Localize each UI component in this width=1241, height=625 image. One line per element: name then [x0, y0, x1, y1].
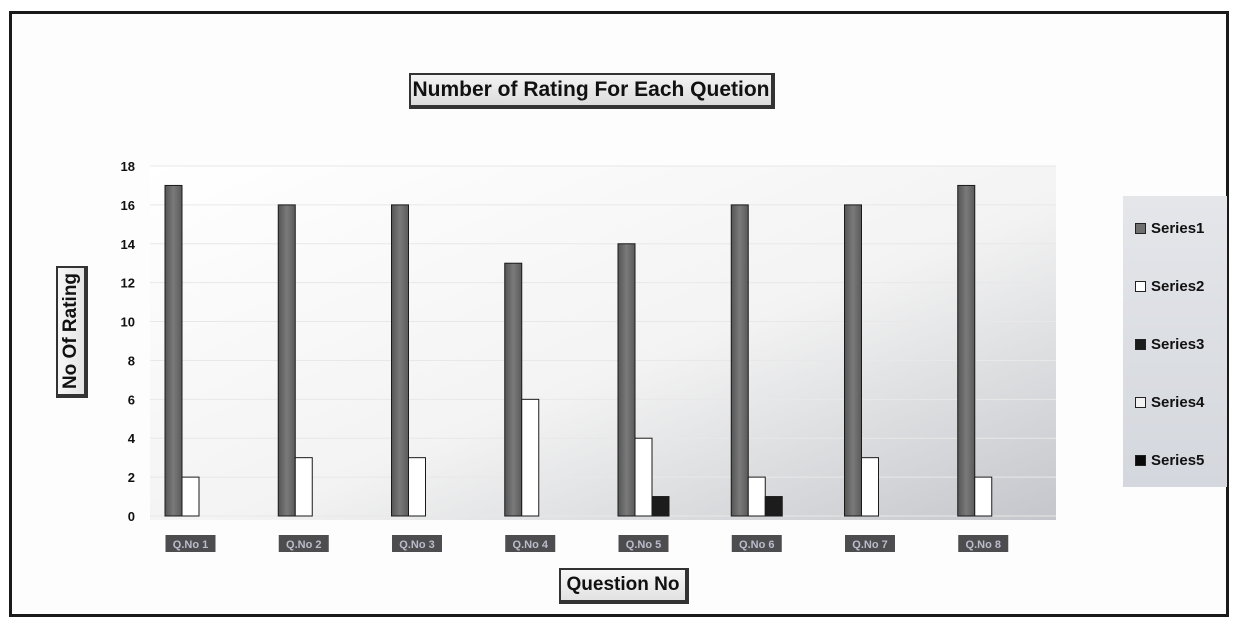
- x-axis-label: Question No: [559, 568, 689, 604]
- x-tick-label: Q.No 3: [399, 539, 434, 551]
- y-tick-label: 10: [121, 315, 135, 330]
- x-axis-ticks: Q.No 1 Q.No 2 Q.No 3 Q.No 4 Q.No 5 Q.No 6 Q.No…: [165, 535, 1009, 552]
- bar-series2-4: [521, 398, 540, 517]
- x-tick-label-bg: [731, 535, 782, 552]
- bar-series1-8: [957, 184, 976, 517]
- x-tick-label-bg: [845, 535, 895, 552]
- bar-series1-2: [277, 204, 296, 517]
- x-tick-label-group: Q.No 4: [505, 535, 556, 552]
- x-tick-label: Q.No 5: [626, 539, 661, 551]
- bar-series2-3: [408, 457, 426, 517]
- x-tick-label: Q.No 8: [966, 539, 1001, 551]
- x-tick-label: Q.No 1: [173, 539, 208, 551]
- bar-series2-2: [294, 457, 313, 517]
- bar-series1-7: [844, 204, 862, 517]
- legend-label: Series5: [1151, 451, 1205, 469]
- x-tick-label-group: Q.No 2: [278, 535, 329, 552]
- legend-item-series2: Series2: [1135, 276, 1204, 296]
- gridlines: [150, 165, 1056, 517]
- legend-swatch: [1135, 280, 1146, 292]
- bar-series1-1: [164, 184, 183, 517]
- legend-item-series3: Series3: [1135, 334, 1204, 354]
- legend-item-series4: Series4: [1135, 392, 1204, 412]
- legend: Series1 Series2 Series3 Series4 Series5: [1123, 196, 1227, 487]
- legend-swatch: [1135, 222, 1146, 234]
- x-tick-label-bg: [392, 535, 442, 552]
- y-tick-label: 12: [121, 276, 135, 291]
- legend-swatch: [1135, 454, 1146, 466]
- y-tick-label: 6: [128, 392, 135, 407]
- x-tick-label-bg: [958, 535, 1009, 552]
- legend-swatch: [1135, 338, 1146, 350]
- y-tick-label: 16: [121, 198, 135, 213]
- x-tick-label-bg: [618, 535, 669, 552]
- legend-swatch: [1135, 396, 1146, 408]
- x-tick-label-bg: [278, 535, 329, 552]
- x-tick-label-group: Q.No 8: [958, 535, 1009, 552]
- y-tick-label: 4: [128, 431, 136, 446]
- bar-series2-7: [861, 457, 879, 517]
- x-tick-label: Q.No 6: [739, 539, 774, 551]
- bar-series3-5: [651, 496, 670, 517]
- x-tick-label-group: Q.No 7: [845, 535, 895, 552]
- x-tick-label-bg: [165, 535, 216, 552]
- y-tick-label: 14: [121, 237, 136, 252]
- x-tick-label-bg: [505, 535, 556, 552]
- bar-series2-1: [181, 476, 200, 517]
- legend-item-series1: Series1: [1135, 218, 1204, 238]
- y-tick-label: 8: [128, 353, 135, 368]
- legend-label: Series2: [1151, 277, 1205, 295]
- y-tick-label: 18: [121, 159, 135, 174]
- bar-series1-6: [730, 204, 749, 517]
- y-axis-ticks: 0 2 4 6 8 10 12 14 16 18: [121, 159, 136, 524]
- x-tick-label: Q.No 2: [286, 539, 321, 551]
- x-tick-label: Q.No 7: [852, 539, 887, 551]
- x-tick-label-group: Q.No 6: [731, 535, 782, 552]
- chart-title: Number of Rating For Each Quetion: [409, 73, 775, 109]
- y-axis-label-box: No Of Rating: [56, 266, 88, 398]
- legend-label: Series4: [1151, 393, 1205, 411]
- legend-label: Series1: [1151, 219, 1205, 237]
- x-tick-label-group: Q.No 5: [618, 535, 669, 552]
- y-axis-label: No Of Rating: [60, 272, 81, 390]
- x-tick-label: Q.No 4: [513, 539, 549, 551]
- bar-series1-5: [617, 243, 636, 517]
- x-tick-label-group: Q.No 3: [392, 535, 442, 552]
- bar-series1-4: [504, 262, 523, 517]
- bar-series2-8: [974, 476, 993, 517]
- y-tick-label: 0: [128, 509, 135, 524]
- legend-label: Series3: [1151, 335, 1205, 353]
- bar-series2-5: [634, 437, 653, 517]
- bar-series1-3: [391, 204, 409, 517]
- bar-series3-6: [764, 496, 783, 517]
- bar-series2-6: [747, 476, 766, 517]
- legend-item-series5: Series5: [1135, 450, 1204, 470]
- x-tick-label-group: Q.No 1: [165, 535, 216, 552]
- y-tick-label: 2: [128, 470, 135, 485]
- bars: [164, 184, 993, 517]
